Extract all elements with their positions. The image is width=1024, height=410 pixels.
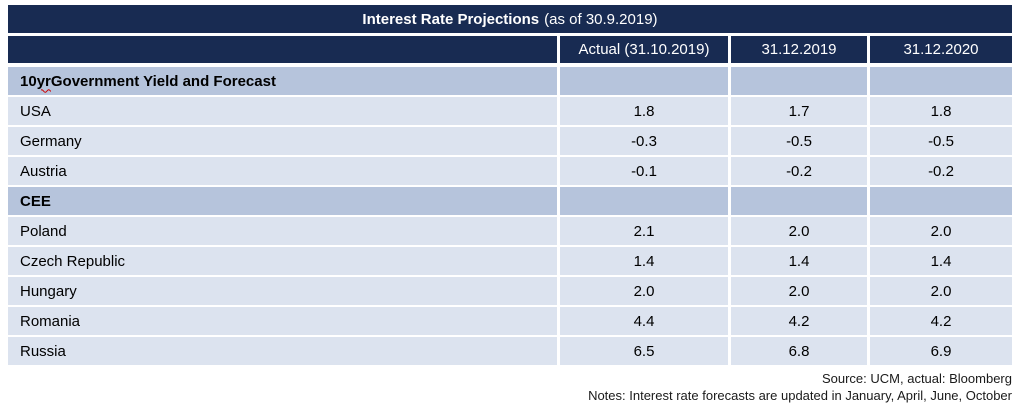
table-row: CEE — [8, 187, 1012, 215]
row-label: Hungary — [8, 277, 557, 305]
row-label: Poland — [8, 217, 557, 245]
row-label: CEE — [8, 187, 557, 215]
value-cell-2019 — [731, 67, 867, 95]
value-cell-actual — [560, 187, 728, 215]
table-body: 10 yr Government Yield and Forecast USA … — [8, 67, 1012, 365]
value-cell-2019: 4.2 — [731, 307, 867, 335]
value-cell-2019: 2.0 — [731, 217, 867, 245]
value-cell-2020: -0.2 — [870, 157, 1012, 185]
table-footnotes: Source: UCM, actual: Bloomberg Notes: In… — [8, 370, 1012, 404]
header-31-12-2020-column: 31.12.2020 — [870, 36, 1012, 63]
value-cell-actual — [560, 67, 728, 95]
update-note: Notes: Interest rate forecasts are updat… — [588, 388, 1012, 403]
value-cell-actual: 1.4 — [560, 247, 728, 275]
row-label: Germany — [8, 127, 557, 155]
row-label: Austria — [8, 157, 557, 185]
value-cell-2020: 1.4 — [870, 247, 1012, 275]
table-row: Russia 6.5 6.8 6.9 — [8, 337, 1012, 365]
value-cell-actual: -0.1 — [560, 157, 728, 185]
value-cell-actual: 4.4 — [560, 307, 728, 335]
value-cell-2019: 1.4 — [731, 247, 867, 275]
table-row: Romania 4.4 4.2 4.2 — [8, 307, 1012, 335]
interest-rate-projections-table: Interest Rate Projections (as of 30.9.20… — [8, 5, 1012, 404]
header-actual-column: Actual (31.10.2019) — [560, 36, 728, 63]
value-cell-actual: -0.3 — [560, 127, 728, 155]
table-row: Hungary 2.0 2.0 2.0 — [8, 277, 1012, 305]
table-row: Germany -0.3 -0.5 -0.5 — [8, 127, 1012, 155]
header-31-12-2019-column: 31.12.2019 — [731, 36, 867, 63]
value-cell-2019: 2.0 — [731, 277, 867, 305]
table-row: 10 yr Government Yield and Forecast — [8, 67, 1012, 95]
row-label: Czech Republic — [8, 247, 557, 275]
value-cell-2019: -0.2 — [731, 157, 867, 185]
value-cell-2019: -0.5 — [731, 127, 867, 155]
table-title: Interest Rate Projections — [362, 10, 540, 28]
value-cell-2020: 4.2 — [870, 307, 1012, 335]
table-row: Czech Republic 1.4 1.4 1.4 — [8, 247, 1012, 275]
value-cell-2020 — [870, 67, 1012, 95]
column-header-row: Actual (31.10.2019) 31.12.2019 31.12.202… — [8, 36, 1012, 63]
value-cell-actual: 6.5 — [560, 337, 728, 365]
table-title-bar: Interest Rate Projections (as of 30.9.20… — [8, 5, 1012, 33]
value-cell-2020: 2.0 — [870, 277, 1012, 305]
table-row: Poland 2.1 2.0 2.0 — [8, 217, 1012, 245]
table-row: Austria -0.1 -0.2 -0.2 — [8, 157, 1012, 185]
value-cell-2019: 6.8 — [731, 337, 867, 365]
value-cell-actual: 1.8 — [560, 97, 728, 125]
header-empty-cell — [8, 36, 557, 63]
value-cell-actual: 2.0 — [560, 277, 728, 305]
value-cell-2020: 6.9 — [870, 337, 1012, 365]
row-label: USA — [8, 97, 557, 125]
value-cell-actual: 2.1 — [560, 217, 728, 245]
value-cell-2019: 1.7 — [731, 97, 867, 125]
source-note: Source: UCM, actual: Bloomberg — [821, 371, 1012, 386]
value-cell-2019 — [731, 187, 867, 215]
row-label: Romania — [8, 307, 557, 335]
spellcheck-squiggle: yr — [36, 72, 51, 90]
value-cell-2020 — [870, 187, 1012, 215]
row-label: 10 yr Government Yield and Forecast — [8, 67, 557, 95]
value-cell-2020: -0.5 — [870, 127, 1012, 155]
table-row: USA 1.8 1.7 1.8 — [8, 97, 1012, 125]
value-cell-2020: 1.8 — [870, 97, 1012, 125]
table-title-date: (as of 30.9.2019) — [544, 10, 658, 28]
row-label: Russia — [8, 337, 557, 365]
value-cell-2020: 2.0 — [870, 217, 1012, 245]
